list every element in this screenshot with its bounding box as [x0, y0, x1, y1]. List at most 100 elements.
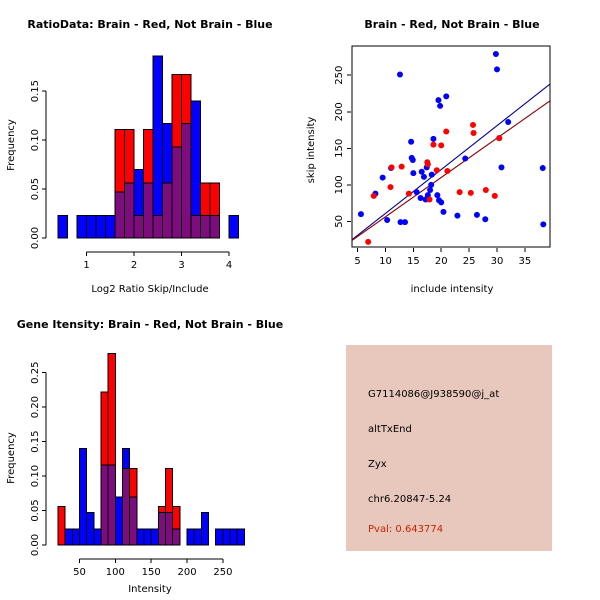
scatter-point	[491, 192, 498, 199]
histogram-bar	[93, 528, 102, 546]
scatter-point	[365, 238, 372, 245]
scatter-point	[420, 173, 427, 180]
gene-histogram-xlabel: Intensity	[128, 584, 172, 595]
gene-histogram-svg: Gene Itensity: Brain - Red, Not Brain - …	[6, 318, 283, 595]
scatter-point	[505, 119, 512, 126]
scatter-point	[482, 186, 489, 193]
y-tick-label: 0.15	[30, 80, 41, 102]
x-tick-label: 20	[435, 256, 448, 267]
histogram-bar-overlap	[209, 214, 220, 239]
scatter-point	[405, 190, 412, 197]
scatter-point	[357, 211, 364, 218]
x-tick-label: 15	[407, 256, 420, 267]
y-tick-label: 0.10	[30, 465, 41, 487]
histogram-bar	[222, 528, 231, 546]
scatter-point	[408, 138, 415, 145]
scatter-axes: 5 10 15 20 25 30 35 50 100 150 200 250	[334, 66, 531, 267]
scatter-point	[417, 195, 424, 202]
histogram-bar	[114, 496, 124, 546]
scatter-title: Brain - Red, Not Brain - Blue	[364, 18, 539, 31]
histogram-bar-overlap	[165, 512, 174, 546]
y-tick-label: 0.00	[30, 534, 41, 556]
ratio-histogram-title: RatioData: Brain - Red, Not Brain - Blue	[27, 18, 272, 31]
histogram-bar	[186, 528, 195, 546]
ratio-histogram-ylabel: Frequency	[6, 119, 17, 171]
ratio-histogram-xlabel: Log2 Ratio Skip/Include	[91, 284, 208, 295]
scatter-point	[379, 174, 386, 181]
scatter-point	[473, 211, 480, 218]
scatter-point	[444, 167, 451, 174]
histogram-bar-overlap	[100, 464, 109, 546]
scatter-point	[438, 142, 445, 149]
scatter-point	[396, 71, 403, 78]
x-tick-label: 25	[463, 256, 476, 267]
histogram-bar	[193, 528, 202, 546]
x-tick-label: 250	[213, 567, 232, 578]
histogram-bar-overlap	[190, 214, 201, 239]
scatter-point	[410, 170, 417, 177]
scatter-point	[540, 221, 547, 228]
y-tick-label: 0.05	[30, 178, 41, 200]
y-tick-label: 150	[334, 139, 345, 158]
histogram-bar-overlap	[129, 496, 138, 546]
histogram-bar	[136, 528, 145, 546]
scatter-point	[492, 51, 499, 58]
x-tick-label: 200	[178, 567, 197, 578]
y-tick-label: 0.15	[30, 430, 41, 452]
pval-text: Pval: 0.643774	[368, 524, 444, 535]
histogram-bar	[79, 448, 88, 546]
x-tick-label: 1	[83, 260, 89, 271]
histogram-bar-overlap	[133, 214, 144, 239]
gene-histogram-axes: 50 100 150 200 250 0.00 0.05 0.10 0.15 0.20 0.25	[30, 362, 232, 578]
scatter-point	[370, 192, 377, 199]
scatter-point	[398, 163, 405, 170]
histogram-bar	[152, 55, 163, 239]
probe-id-text: G7114086@J938590@j_at	[368, 389, 500, 400]
scatter-point	[430, 135, 437, 142]
scatter-point	[438, 199, 445, 206]
histogram-bar	[105, 214, 116, 239]
histogram-bar	[76, 214, 87, 239]
scatter-point	[494, 66, 501, 73]
scatter-point	[539, 165, 546, 172]
scatter-point	[424, 161, 431, 168]
x-tick-label: 5	[354, 256, 360, 267]
gene-histogram-title: Gene Itensity: Brain - Red, Not Brain - …	[17, 318, 283, 331]
histogram-bar	[57, 214, 68, 239]
scatter-point	[443, 128, 450, 135]
histogram-bar	[143, 528, 152, 546]
histogram-bar-overlap	[181, 122, 192, 239]
histogram-bar	[86, 214, 97, 239]
scatter-point	[401, 219, 408, 226]
scatter-fit-lines	[352, 83, 550, 241]
ratio-histogram-svg: RatioData: Brain - Red, Not Brain - Blue…	[6, 18, 273, 295]
histogram-bar-overlap	[122, 467, 131, 546]
ratio-histogram-panel: RatioData: Brain - Red, Not Brain - Blue…	[0, 0, 300, 300]
scatter-point	[433, 167, 440, 174]
scatter-point	[443, 93, 450, 100]
ratio-histogram-axes: 1 2 3 4 0.00 0.05 0.10 0.15	[30, 80, 232, 271]
y-tick-label: 250	[334, 66, 345, 85]
y-tick-label: 0.00	[30, 227, 41, 249]
y-tick-label: 200	[334, 102, 345, 121]
x-tick-label: 10	[379, 256, 392, 267]
gene-symbol-text: Zyx	[368, 459, 387, 470]
scatter-point	[482, 216, 489, 223]
scatter-point	[440, 208, 447, 215]
plot-frame	[351, 45, 551, 248]
scatter-panel: Brain - Red, Not Brain - Blue 5 10 15 20 25 3…	[300, 0, 600, 300]
gene-info-panel: G7114086@J938590@j_at altTxEnd Zyx chr6.…	[300, 300, 600, 600]
scatter-ylabel: skip intensity	[306, 117, 317, 184]
y-tick-label: 0.20	[30, 396, 41, 418]
y-tick-label: 0.05	[30, 499, 41, 521]
histogram-bar-overlap	[124, 182, 135, 239]
histogram-bar	[86, 512, 95, 546]
x-tick-label: 4	[226, 260, 232, 271]
histogram-bar-overlap	[157, 512, 167, 546]
scatter-point	[470, 121, 477, 128]
fit-line	[352, 83, 550, 241]
scatter-frame	[351, 45, 551, 248]
histogram-bar	[200, 512, 210, 546]
y-tick-label: 0.10	[30, 129, 41, 151]
scatter-point	[434, 192, 441, 199]
